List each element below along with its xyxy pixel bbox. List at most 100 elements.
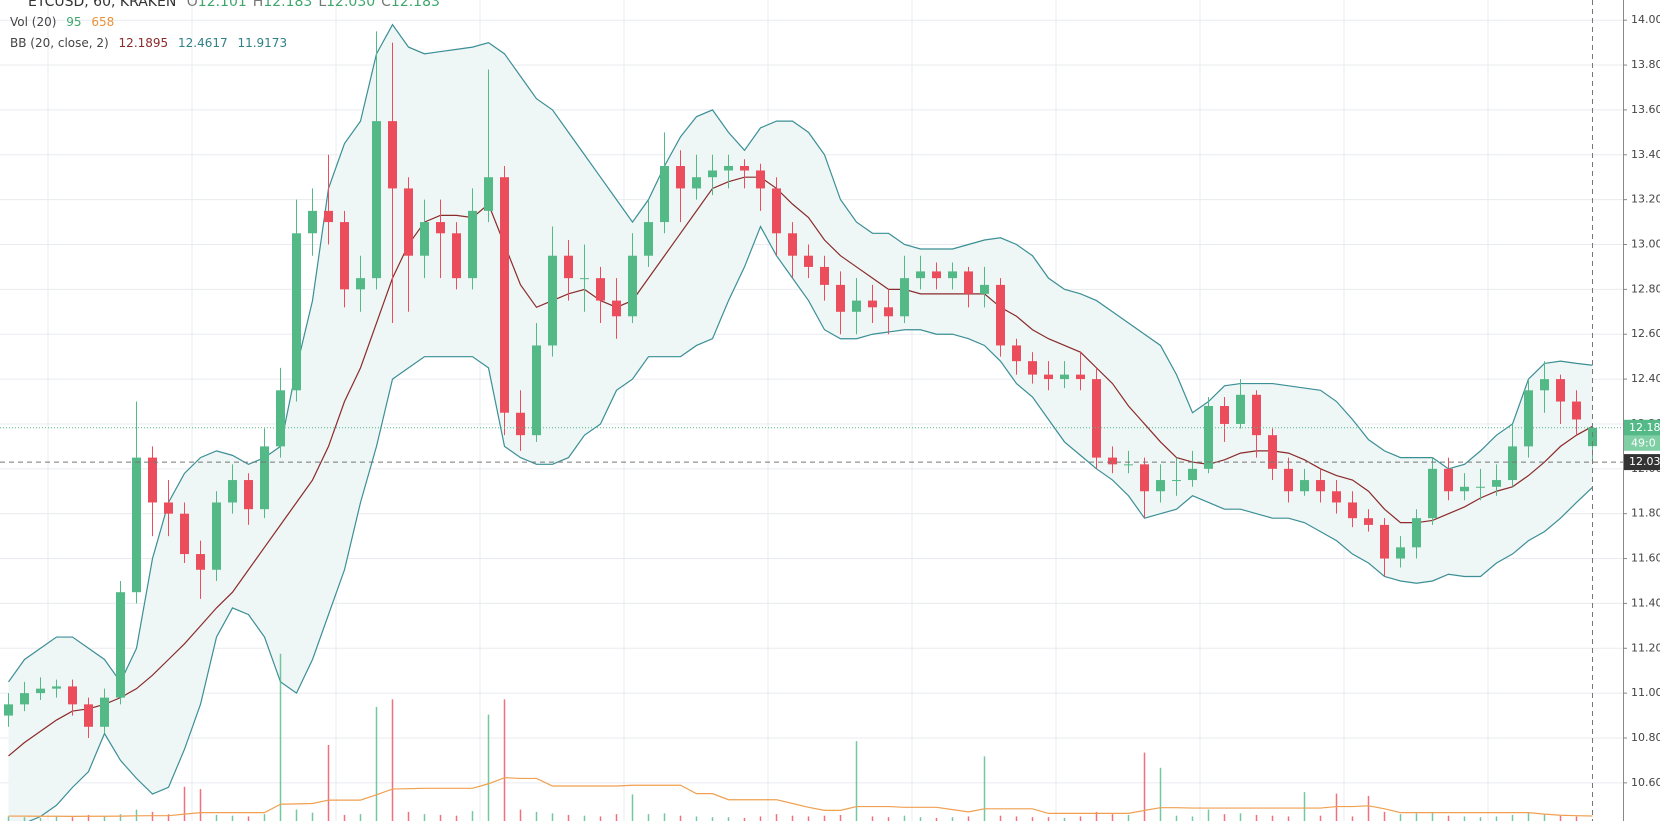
candle-body [1012, 345, 1021, 362]
y-tick-label: 10.60 [1631, 776, 1660, 789]
volume-bar [1543, 814, 1546, 821]
volume-bar [263, 814, 266, 821]
candle-body [660, 165, 669, 223]
candle-body [276, 390, 285, 447]
volume-bar [503, 699, 506, 821]
crosshair-tag [1624, 454, 1660, 471]
candle-body [452, 233, 461, 279]
volume-bar [1383, 811, 1386, 821]
candle-body [132, 457, 141, 593]
ohlc-legend: O12.101 H12.183 L12.030 C12.183 [187, 0, 446, 10]
bb-lower-value: 11.9173 [237, 36, 288, 50]
candle-body [292, 233, 301, 391]
candle-body [1268, 435, 1277, 469]
candle-body [836, 284, 845, 312]
candle-body [1204, 406, 1213, 469]
candle-body [1188, 468, 1197, 481]
bb-upper-line [8, 23, 1593, 684]
volume-bar [999, 815, 1002, 821]
candle-body [612, 300, 621, 317]
candle-body [1076, 374, 1085, 380]
volume-bar [311, 812, 314, 821]
volume-name[interactable]: Vol (20) [10, 15, 57, 29]
volume-bar [39, 817, 42, 821]
volume-bar [855, 741, 858, 821]
candle-body [564, 255, 573, 279]
countdown-tag [1624, 435, 1660, 451]
volume-bar [1191, 816, 1194, 821]
candle-body [532, 345, 541, 436]
volume-bar [1047, 817, 1050, 821]
candle-body [724, 165, 733, 171]
volume-bar [535, 811, 538, 821]
y-tick-label: 11.00 [1631, 686, 1660, 699]
bb-name[interactable]: BB (20, close, 2) [10, 36, 109, 50]
candle-body [852, 300, 861, 312]
volume-bar [327, 744, 330, 821]
candle-body [20, 693, 29, 705]
candle-body [708, 170, 717, 178]
volume-legend: Vol (20) 95 658 [10, 15, 120, 29]
volume-bar [71, 817, 74, 821]
countdown-label: 49:0 [1631, 436, 1656, 449]
candle-body [260, 446, 269, 510]
candle-body [68, 686, 77, 705]
volume-bar [903, 815, 906, 821]
candle-body [228, 480, 237, 503]
candle-body [788, 233, 797, 256]
candle-body [196, 554, 205, 570]
candle-body [388, 121, 397, 189]
candle-body [1524, 390, 1533, 447]
volume-bar [1367, 795, 1370, 821]
ohlc-value: 12.183 [390, 0, 440, 10]
bb-legend: BB (20, close, 2) 12.1895 12.4617 11.917… [10, 36, 293, 50]
candle-body [1348, 502, 1357, 519]
candle-body [1172, 480, 1181, 482]
bb-upper-value: 12.4617 [178, 36, 228, 50]
candle-body [948, 271, 957, 279]
y-tick-label: 12.80 [1631, 282, 1660, 295]
volume-bar [119, 814, 122, 821]
volume-bar [807, 816, 810, 821]
volume-bar [695, 816, 698, 821]
candle-body [772, 188, 781, 234]
volume-bar [1063, 817, 1066, 821]
volume-bar [359, 814, 362, 821]
volume-bar [599, 816, 602, 821]
volume-bar [23, 817, 26, 821]
candle-body [932, 271, 941, 279]
volume-bar [1271, 815, 1274, 821]
volume-bar [727, 817, 730, 821]
volume-bar [1127, 814, 1130, 821]
candle-body [1508, 446, 1517, 481]
volume-bar [1335, 793, 1338, 821]
y-tick-label: 13.60 [1631, 103, 1660, 116]
bb-basis-line [8, 176, 1593, 757]
volume-bar [983, 756, 986, 821]
volume-value: 95 [66, 15, 82, 29]
symbol[interactable]: ETCUSD, 60, KRAKEN [28, 0, 177, 10]
candle-body [212, 502, 221, 570]
candle-body [484, 177, 493, 211]
candle-body [1140, 464, 1149, 492]
candle-body [324, 210, 333, 223]
volume-bar [679, 815, 682, 821]
candle-body [1444, 468, 1453, 492]
ohlc-value: 12.030 [326, 0, 376, 10]
volume-bar [791, 815, 794, 821]
volume-bar [247, 816, 250, 821]
candle-body [628, 255, 637, 317]
y-tick-label: 11.40 [1631, 596, 1660, 609]
volume-bar [1175, 815, 1178, 821]
candle-body [404, 188, 413, 256]
candle-body [692, 177, 701, 189]
candle-body [996, 284, 1005, 346]
volume-bar [567, 814, 570, 821]
candle-body [1252, 394, 1261, 436]
volume-bar [775, 814, 778, 821]
candle-body [148, 457, 157, 503]
bb-basis-value: 12.1895 [118, 36, 169, 50]
volume-bar [519, 809, 522, 821]
ohlc-key: L [318, 0, 327, 10]
ohlc-key: C [381, 0, 391, 10]
